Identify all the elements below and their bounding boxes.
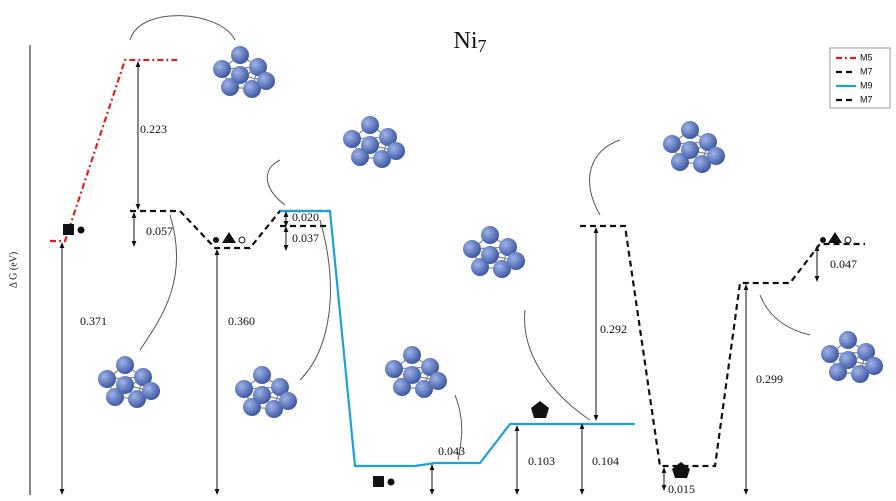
energy-difference: 0.371 xyxy=(80,314,107,328)
legend-entry: M7 xyxy=(860,66,873,76)
molecule xyxy=(235,366,297,418)
atom xyxy=(507,252,525,270)
molecule xyxy=(663,121,725,173)
atom xyxy=(253,386,271,404)
molecules xyxy=(98,46,883,418)
atom xyxy=(463,240,481,258)
energy-difference: 0.047 xyxy=(830,257,857,271)
diagram: Ni7 Δ G (eV) M5 M7 M9 M7 0.223 0.057 0.371 0.3… xyxy=(0,0,896,501)
atom xyxy=(279,392,297,410)
molecule xyxy=(98,356,160,408)
molecule xyxy=(213,46,275,98)
atom xyxy=(387,142,405,160)
atom xyxy=(707,147,725,165)
atom xyxy=(839,351,857,369)
atom xyxy=(257,72,275,90)
molecule xyxy=(343,116,405,168)
energy-difference: 0.043 xyxy=(438,444,465,458)
y-axis-label: Δ G (eV) xyxy=(8,252,19,288)
atom xyxy=(385,360,403,378)
atom xyxy=(361,136,379,154)
atom xyxy=(231,66,249,84)
energy-difference: 0.292 xyxy=(600,322,627,336)
legend-entry: M9 xyxy=(860,80,873,90)
title-text: Ni xyxy=(454,28,478,54)
atom xyxy=(403,346,421,364)
energy-difference: 0.057 xyxy=(146,224,173,238)
energy-difference: 0.360 xyxy=(228,314,255,328)
layout xyxy=(30,16,890,495)
atom xyxy=(865,357,883,375)
atom xyxy=(403,366,421,384)
atom xyxy=(213,60,231,78)
energy-difference: 0.104 xyxy=(592,454,619,468)
atom xyxy=(98,370,116,388)
molecule xyxy=(385,346,447,398)
legend-entry: M7 xyxy=(860,94,873,104)
atom xyxy=(231,46,249,64)
molecule xyxy=(463,226,525,278)
atom xyxy=(235,380,253,398)
energy-difference: 0.223 xyxy=(140,122,167,136)
atom xyxy=(481,246,499,264)
legend-entry: M5 xyxy=(860,52,873,62)
atom xyxy=(481,226,499,244)
atom xyxy=(663,135,681,153)
title: Ni7 xyxy=(454,28,487,57)
atom xyxy=(429,372,447,390)
atom xyxy=(142,382,160,400)
energy-difference: 0.037 xyxy=(292,231,319,245)
atom xyxy=(343,130,361,148)
energy-difference: 0.020 xyxy=(292,210,319,224)
energy-difference: 0.299 xyxy=(756,372,783,386)
atom xyxy=(681,141,699,159)
title-subscript: 7 xyxy=(478,36,487,56)
atom xyxy=(681,121,699,139)
atom xyxy=(116,356,134,374)
atom xyxy=(253,366,271,384)
energy-difference: 0.015 xyxy=(668,482,695,496)
atom xyxy=(839,331,857,349)
atom xyxy=(361,116,379,134)
energy-difference: 0.103 xyxy=(528,454,555,468)
molecule xyxy=(821,331,883,383)
atom xyxy=(116,376,134,394)
atom xyxy=(821,345,839,363)
